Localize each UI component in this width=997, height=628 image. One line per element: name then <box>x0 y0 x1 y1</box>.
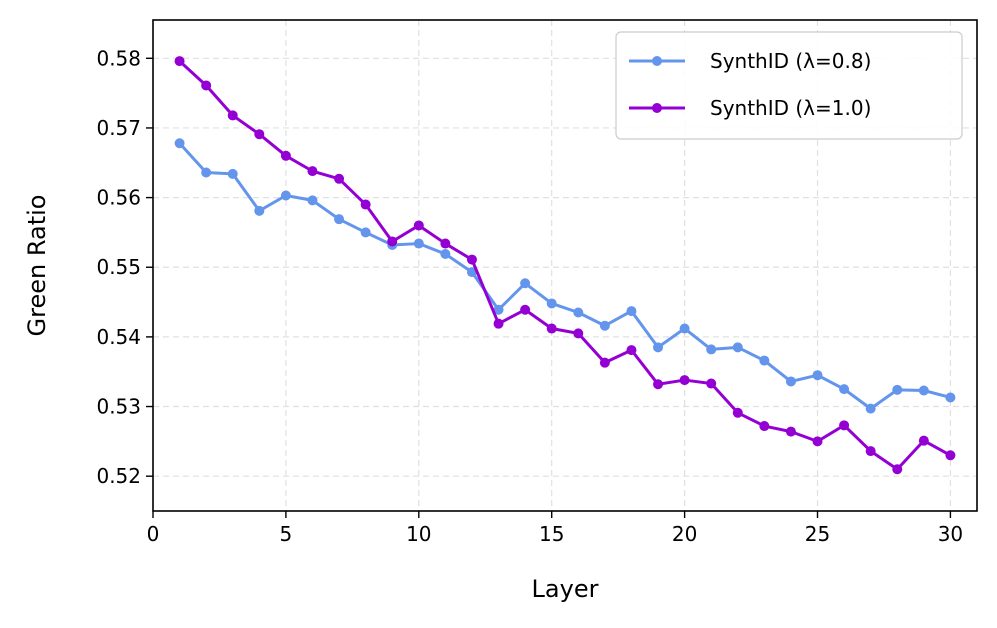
data-point <box>785 376 796 387</box>
data-point <box>759 421 770 432</box>
x-tick-label: 10 <box>406 522 431 546</box>
data-point <box>466 267 477 278</box>
data-point <box>387 236 398 247</box>
data-point <box>679 375 690 386</box>
x-tick-label: 0 <box>147 522 160 546</box>
data-point <box>520 304 531 315</box>
axis-ticks: 0 5 10 15 20 25 30 0.52 0.53 0.54 0.55 0.56 0.57 0.58 <box>96 46 963 546</box>
x-tick-label: 15 <box>539 522 564 546</box>
y-tick-label: 0.57 <box>96 116 141 140</box>
data-point <box>174 56 185 67</box>
data-point <box>573 328 584 339</box>
data-point <box>573 307 584 318</box>
legend-box <box>615 31 963 140</box>
data-point <box>254 205 265 216</box>
data-point <box>201 167 212 178</box>
data-point <box>732 342 743 353</box>
y-tick-label: 0.52 <box>96 464 141 488</box>
data-point <box>626 345 637 356</box>
data-point <box>334 214 345 225</box>
data-point <box>945 450 956 461</box>
x-tick-label: 5 <box>280 522 293 546</box>
data-point <box>626 306 637 317</box>
data-point <box>466 254 477 265</box>
data-point <box>254 129 265 140</box>
data-point <box>280 150 291 161</box>
x-axis-label: Layer <box>532 575 599 603</box>
data-point <box>440 249 451 260</box>
data-point <box>227 168 238 179</box>
data-point <box>865 446 876 457</box>
series-layer <box>174 56 956 475</box>
data-point <box>599 320 610 331</box>
data-point <box>493 318 504 329</box>
data-point <box>785 426 796 437</box>
x-tick-label: 20 <box>672 522 697 546</box>
data-point <box>360 199 371 210</box>
data-point <box>865 403 876 414</box>
series-line <box>178 59 952 471</box>
data-point <box>918 385 929 396</box>
data-point <box>360 227 371 238</box>
data-point <box>599 357 610 368</box>
y-tick-label: 0.58 <box>96 46 141 70</box>
data-point <box>679 323 690 334</box>
data-point <box>546 323 557 334</box>
legend-marker <box>652 56 662 66</box>
data-point <box>839 420 850 431</box>
legend-label: SynthID (λ=0.8) <box>710 49 871 73</box>
x-tick-label: 25 <box>805 522 830 546</box>
data-point <box>201 80 212 91</box>
data-point <box>812 370 823 381</box>
data-point <box>892 384 903 395</box>
data-point <box>812 436 823 447</box>
y-axis-label: Green Ratio <box>23 195 51 337</box>
series-line <box>178 142 951 411</box>
data-point <box>174 138 185 149</box>
data-point <box>839 384 850 395</box>
data-point <box>892 464 903 475</box>
y-tick-label: 0.55 <box>96 255 141 279</box>
data-point <box>413 238 424 249</box>
data-point <box>945 392 956 403</box>
data-point <box>307 166 318 177</box>
legend-label: SynthID (λ=1.0) <box>710 96 871 120</box>
legend: SynthID (λ=0.8) SynthID (λ=1.0) <box>615 31 963 140</box>
y-tick-label: 0.56 <box>96 186 141 210</box>
data-point <box>759 355 770 366</box>
legend-marker <box>652 103 662 113</box>
data-point <box>706 378 717 389</box>
data-point <box>307 195 318 206</box>
grid-lines <box>152 20 977 511</box>
data-point <box>493 304 504 315</box>
y-tick-label: 0.54 <box>96 325 141 349</box>
data-point <box>918 435 929 446</box>
data-point <box>280 190 291 201</box>
y-tick-label: 0.53 <box>96 395 141 419</box>
x-tick-label: 30 <box>938 522 963 546</box>
data-point <box>706 344 717 355</box>
data-point <box>440 238 451 249</box>
data-point <box>546 298 557 309</box>
data-point <box>227 110 238 121</box>
data-point <box>732 407 743 418</box>
plot-frame <box>152 19 978 512</box>
data-point <box>520 278 531 289</box>
data-point <box>334 173 345 184</box>
data-point <box>413 220 424 231</box>
data-point <box>653 379 664 390</box>
data-point <box>653 342 664 353</box>
